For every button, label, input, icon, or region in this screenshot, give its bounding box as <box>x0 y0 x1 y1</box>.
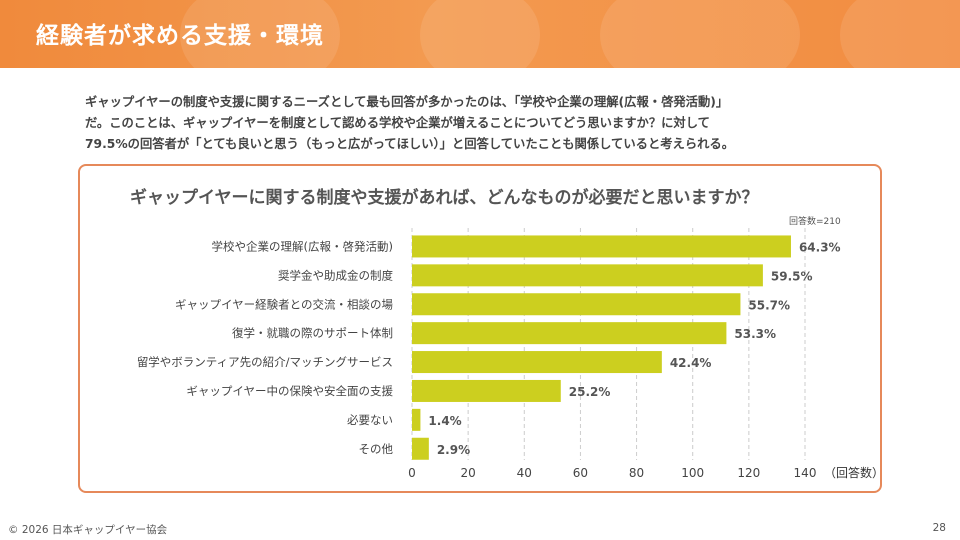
bar <box>412 437 429 460</box>
category-label: 復学・就職の際のサポート体制 <box>232 326 393 340</box>
x-tick-label: 0 <box>408 466 416 480</box>
data-label: 25.2% <box>569 385 611 399</box>
chart-title: ギャップイヤーに関する制度や支援があれば、どんなものが必要だと思いますか？ <box>130 188 759 208</box>
intro-paragraph: ギャップイヤーの制度や支援に関するニーズとして最も回答が多かったのは、「学校や企… <box>85 92 885 155</box>
data-label: 55.7% <box>748 298 790 312</box>
intro-line: だ。このことは、ギャップイヤーを制度として認める学校や企業が増えることについてど… <box>85 116 710 130</box>
page-number: 28 <box>932 522 946 534</box>
response-count-note: 回答数=210 <box>789 217 841 227</box>
category-label: その他 <box>359 442 394 456</box>
bar <box>412 322 727 345</box>
x-tick-label: 40 <box>517 466 532 480</box>
data-label: 42.4% <box>670 356 712 370</box>
data-label: 53.3% <box>734 327 776 341</box>
header-decoration <box>600 0 800 68</box>
x-tick-label: 120 <box>737 466 760 480</box>
bar <box>412 264 763 287</box>
header-decoration <box>420 0 540 68</box>
data-label: 1.4% <box>428 414 461 428</box>
x-tick-label: 140 <box>794 466 817 480</box>
bar <box>412 379 561 402</box>
bar <box>412 293 741 316</box>
intro-line: ギャップイヤーの制度や支援に関するニーズとして最も回答が多かったのは、「学校や企… <box>85 95 729 109</box>
data-label: 2.9% <box>437 443 470 457</box>
intro-line: 79.5%の回答者が「とても良いと思う（もっと広がってほしい）」と回答していたこ… <box>85 137 735 151</box>
x-tick-label: 80 <box>629 466 644 480</box>
x-tick-label: 60 <box>573 466 588 480</box>
category-label: ギャップイヤー経験者との交流・相談の場 <box>175 297 394 311</box>
bar <box>412 408 421 431</box>
category-label: 奨学金や助成金の制度 <box>278 268 393 282</box>
x-tick-label: 20 <box>461 466 476 480</box>
category-label: ギャップイヤー中の保険や安全面の支援 <box>186 384 393 398</box>
header-banner: 経験者が求める支援・環境 <box>0 0 960 68</box>
x-tick-label: 100 <box>681 466 704 480</box>
category-label: 必要ない <box>347 413 393 427</box>
data-label: 64.3% <box>799 240 841 254</box>
bar <box>412 235 791 258</box>
header-decoration <box>840 0 960 68</box>
category-label: 学校や企業の理解(広報・啓発活動) <box>212 239 393 253</box>
x-axis-label: （回答数） <box>824 465 884 480</box>
page-title: 経験者が求める支援・環境 <box>36 23 324 49</box>
header-decoration <box>180 0 340 68</box>
category-label: 留学やボランティア先の紹介/マッチングサービス <box>137 355 393 369</box>
data-label: 59.5% <box>771 269 813 283</box>
bar <box>412 351 662 374</box>
copyright-text: © 2026 日本ギャップイヤー協会 <box>8 524 168 536</box>
